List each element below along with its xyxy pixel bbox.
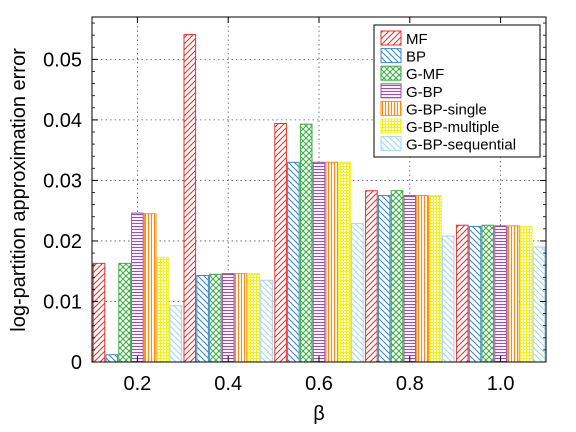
- legend: MFBPG-MFG-BPG-BP-singleG-BP-multipleG-BP…: [373, 24, 541, 158]
- legend-swatch: [380, 136, 402, 152]
- legend-label: MF: [406, 31, 428, 48]
- legend-swatch: [380, 118, 402, 134]
- y-axis-label: log-partition approximation error: [8, 48, 30, 332]
- bar-mf-0.2: [92, 262, 106, 363]
- bar-g-bp-single-0.2: [143, 213, 157, 363]
- y-tick-label: 0.03: [43, 170, 82, 192]
- x-tick-label: 0.2: [123, 373, 151, 395]
- bar-g-bp-single-0.4: [234, 273, 248, 363]
- axes-ticks: 0 0.01 0.02 0.03 0.04 0.05 0.2 0.4 0.6 0.8 1.0: [43, 17, 546, 395]
- bar-g-bp-sequential-0.8: [441, 235, 455, 363]
- y-tick-label: 0.04: [43, 110, 82, 132]
- legend-label: G-BP-single: [406, 101, 487, 118]
- y-tick-label: 0.05: [43, 49, 82, 71]
- bar-g-bp-multiple-1.0: [519, 225, 533, 363]
- bar-g-bp-0.6: [312, 161, 326, 363]
- bar-mf-0.4: [183, 34, 197, 363]
- legend-swatch: [380, 100, 402, 116]
- bar-g-bp-multiple-0.4: [247, 273, 261, 363]
- bar-bp-0.8: [377, 195, 391, 363]
- bar-g-bp-sequential-0.2: [169, 305, 183, 363]
- legend-swatch: [380, 65, 402, 81]
- bar-g-bp-multiple-0.8: [429, 195, 442, 363]
- bar-g-bp-multiple-0.2: [156, 256, 170, 363]
- bar-g-bp-multiple-0.6: [338, 161, 351, 363]
- x-tick-label: 0.8: [396, 373, 424, 395]
- bar-g-mf-1.0: [481, 224, 495, 363]
- x-tick-label: 1.0: [487, 373, 515, 395]
- bar-g-bp-0.2: [131, 212, 144, 363]
- bar-bp-0.6: [287, 161, 300, 363]
- bar-mf-0.8: [365, 190, 378, 363]
- bar-bp-0.4: [196, 274, 209, 363]
- bar-g-bp-0.8: [403, 195, 417, 363]
- y-tick-label: 0: [71, 352, 82, 374]
- bar-mf-1.0: [455, 224, 469, 363]
- y-tick-label: 0.02: [43, 231, 82, 253]
- bar-mf-0.6: [274, 123, 287, 363]
- bar-bp-1.0: [468, 225, 482, 363]
- legend-label: G-BP: [406, 84, 443, 101]
- bar-bp-0.2: [105, 354, 119, 363]
- y-tick-label: 0.01: [43, 291, 82, 313]
- bar-g-bp-single-1.0: [507, 225, 520, 363]
- legend-box: [373, 24, 541, 158]
- x-axis-label: β: [313, 403, 325, 425]
- bar-g-bp-0.4: [221, 273, 235, 363]
- bar-g-bp-1.0: [494, 225, 507, 363]
- bar-g-bp-single-0.8: [416, 195, 429, 363]
- legend-swatch: [380, 48, 402, 64]
- bar-g-bp-sequential-1.0: [532, 246, 546, 363]
- bar-g-mf-0.4: [209, 273, 222, 363]
- x-tick-label: 0.6: [305, 373, 333, 395]
- bar-g-mf-0.6: [299, 123, 313, 363]
- legend-label: G-BP-multiple: [406, 119, 499, 136]
- x-tick-label: 0.4: [214, 373, 242, 395]
- bar-g-mf-0.2: [118, 262, 131, 363]
- legend-swatch: [380, 30, 402, 46]
- legend-swatch: [380, 83, 402, 99]
- legend-label: G-MF: [406, 66, 444, 83]
- bar-g-bp-single-0.6: [325, 161, 339, 363]
- legend-label: BP: [406, 49, 426, 66]
- legend-label: G-BP-sequential: [406, 137, 516, 154]
- bar-g-mf-0.8: [390, 190, 404, 363]
- bar-g-bp-sequential-0.6: [351, 222, 364, 363]
- bar-g-bp-sequential-0.4: [260, 279, 273, 363]
